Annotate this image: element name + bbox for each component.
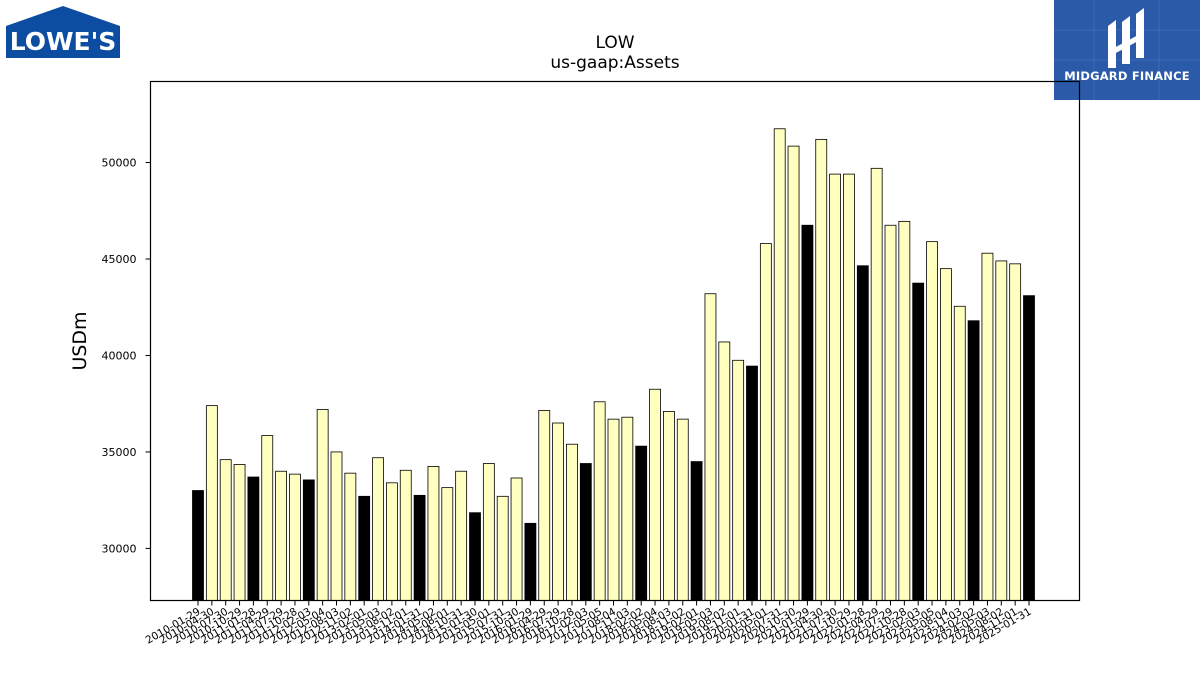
- bar-2021-04-30: [815, 138, 828, 601]
- bar-2020-10-30: [787, 145, 800, 601]
- bar-2024-08-02: [995, 260, 1008, 601]
- bar-2015-07-31: [496, 495, 509, 601]
- bar-2021-10-29: [843, 173, 855, 601]
- bar-2023-05-05: [926, 241, 938, 601]
- lowes-logo-text: LOWE'S: [10, 27, 117, 56]
- bar-2018-08-03: [663, 411, 675, 601]
- bar-2019-05-03: [704, 293, 717, 601]
- bar-2011-01-28: [247, 476, 260, 601]
- bar-2024-11-01: [1009, 263, 1022, 601]
- bar-2022-04-29: [870, 167, 883, 601]
- bar-2019-08-02: [718, 341, 731, 601]
- bar-2011-04-29: [261, 435, 274, 601]
- bar-2018-05-04: [649, 388, 661, 601]
- midgard-mark-icon: [1108, 8, 1144, 68]
- bar-2024-02-02: [967, 320, 980, 601]
- lowes-logo-graphic: LOWE'S: [6, 6, 120, 58]
- y-tick-label: 45000: [102, 253, 137, 266]
- bar-2012-11-02: [344, 472, 357, 601]
- bar-2015-05-01: [482, 463, 495, 601]
- bar-2014-01-31: [413, 494, 426, 601]
- bar-2021-07-30: [829, 173, 841, 601]
- midgard-finance-logo: MIDGARD FINANCE: [1054, 0, 1200, 100]
- bar-2013-11-01: [399, 469, 412, 601]
- bar-2017-08-04: [607, 418, 620, 601]
- bar-2018-11-02: [676, 418, 689, 601]
- x-axis-ticks: 2010-01-292010-04-302010-07-302010-10-29…: [144, 600, 1034, 647]
- bar-2023-08-04: [940, 268, 952, 601]
- bar-2010-04-30: [205, 405, 218, 601]
- chart-subtitle: us-gaap:Assets: [550, 53, 679, 73]
- y-axis-ticks: 30000 35000 40000 45000 50000: [102, 157, 151, 555]
- y-tick-label: 50000: [102, 157, 137, 170]
- bar-2015-10-30: [510, 477, 523, 601]
- bar-2016-07-29: [552, 422, 564, 601]
- bar-2010-10-29: [233, 464, 246, 601]
- midgard-finance-wordmark: MIDGARD FINANCE: [1064, 69, 1190, 83]
- bar-2022-10-28: [898, 220, 911, 601]
- bar-2018-02-02: [635, 445, 648, 601]
- bar-2020-05-01: [759, 243, 772, 601]
- bar-2020-07-31: [773, 128, 786, 601]
- bar-2020-01-31: [746, 365, 758, 601]
- bar-2025-01-31: [1023, 295, 1035, 601]
- bar-2024-05-03: [981, 252, 994, 601]
- bar-2013-02-01: [358, 495, 371, 601]
- bar-2014-10-31: [455, 470, 468, 601]
- bar-2023-02-03: [912, 282, 925, 601]
- bar-2022-07-29: [884, 224, 897, 601]
- bar-2014-08-01: [441, 487, 454, 601]
- bar-2015-01-30: [469, 512, 481, 601]
- bar-2021-01-29: [801, 224, 814, 601]
- bar-series: [192, 128, 1035, 601]
- y-axis-label: USDm: [69, 311, 91, 370]
- plot-frame: [149, 80, 1081, 602]
- bar-2012-08-03: [330, 451, 343, 601]
- chart-title: LOW: [595, 33, 634, 53]
- bar-2012-02-03: [302, 479, 315, 601]
- y-tick-label: 40000: [102, 349, 137, 362]
- bar-2014-05-02: [427, 466, 440, 601]
- bar-2010-01-29: [192, 490, 204, 601]
- bar-2023-11-03: [953, 305, 966, 601]
- bar-2022-01-28: [856, 265, 869, 601]
- bar-2013-08-02: [385, 482, 398, 601]
- bar-2012-05-04: [316, 409, 329, 601]
- bar-2017-11-03: [621, 416, 634, 601]
- bar-2013-05-03: [372, 457, 384, 601]
- bar-2016-04-29: [538, 410, 551, 601]
- bar-2019-02-01: [690, 461, 703, 601]
- bar-2016-01-29: [524, 522, 537, 601]
- lowes-logo: LOWE'S: [6, 6, 120, 60]
- y-tick-label: 35000: [102, 446, 137, 459]
- bar-2011-10-28: [289, 473, 301, 601]
- bar-2010-07-30: [219, 459, 232, 601]
- bar-2011-07-29: [275, 470, 288, 601]
- bar-2019-11-01: [732, 359, 745, 601]
- bar-2017-02-03: [579, 463, 592, 601]
- y-tick-label: 30000: [102, 542, 137, 555]
- bar-2016-10-28: [566, 443, 578, 601]
- bar-2017-05-05: [593, 401, 606, 601]
